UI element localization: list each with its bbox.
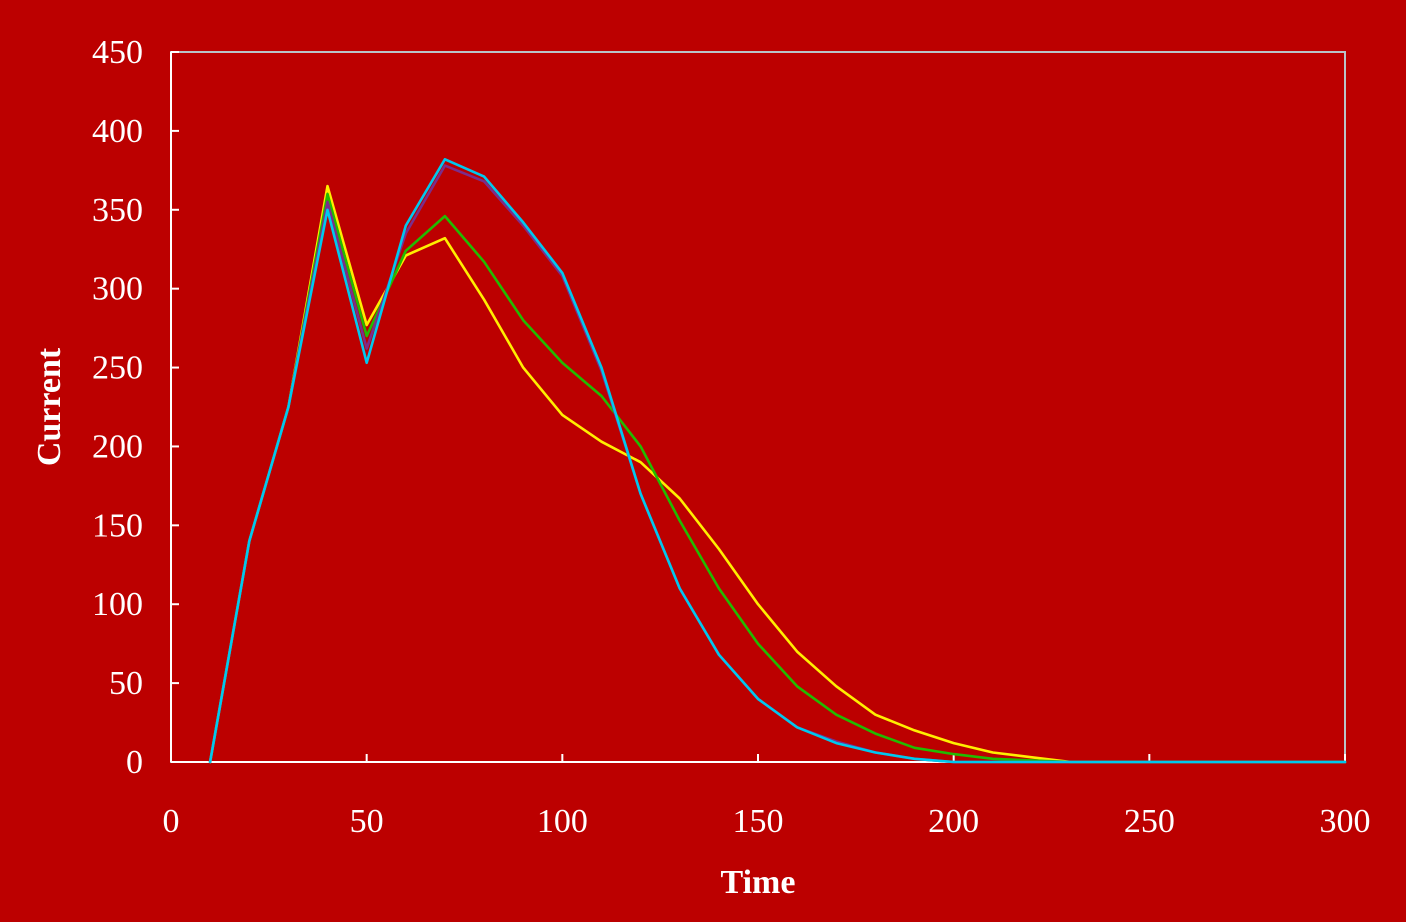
y-tick-label: 300 (92, 271, 143, 308)
y-tick-label: 0 (126, 744, 143, 781)
series-line-4 (208, 158, 1347, 764)
x-axis-title: Time (721, 864, 796, 901)
x-tick-label: 150 (733, 803, 784, 840)
series-line-1 (208, 184, 1347, 764)
series-lines (208, 158, 1347, 764)
plot-frame (170, 51, 1346, 763)
y-tick-label: 450 (92, 34, 143, 71)
y-tick-label: 50 (109, 665, 143, 702)
x-tick-label: 100 (537, 803, 588, 840)
x-tick-label: 50 (350, 803, 384, 840)
x-axis-ticks: 0 50 100 150 200 250 300 (163, 754, 1371, 840)
y-tick-label: 150 (92, 507, 143, 544)
plot-area-border (170, 51, 1346, 763)
y-tick-label: 100 (92, 586, 143, 623)
y-tick-label: 350 (92, 192, 143, 229)
x-tick-label: 300 (1320, 803, 1371, 840)
y-tick-label: 400 (92, 113, 143, 150)
series-line-3 (208, 164, 1347, 764)
x-tick-label: 0 (163, 803, 180, 840)
x-tick-label: 200 (928, 803, 979, 840)
y-tick-label: 200 (92, 428, 143, 465)
x-tick-label: 250 (1124, 803, 1175, 840)
series-line-2 (208, 192, 1347, 764)
y-axis-title: Current (31, 347, 68, 466)
y-axis-ticks: 0 50 100 150 200 250 300 350 400 450 (92, 34, 179, 781)
y-tick-label: 250 (92, 350, 143, 387)
